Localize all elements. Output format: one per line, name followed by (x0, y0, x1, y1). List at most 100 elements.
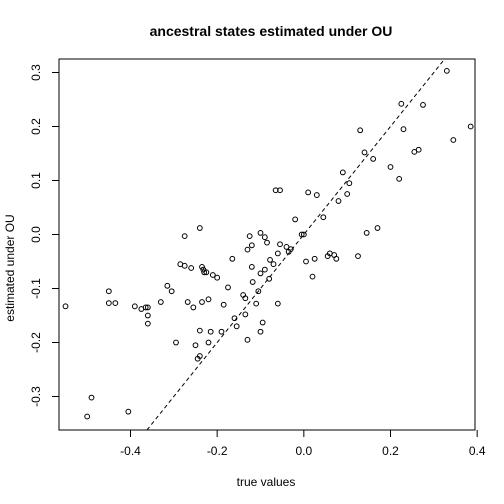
data-point (231, 315, 238, 322)
data-point (357, 127, 364, 134)
data-point (201, 269, 208, 276)
data-point (335, 198, 342, 204)
data-point (244, 336, 251, 343)
x-tick-label: -0.2 (207, 444, 228, 458)
data-point (220, 301, 227, 308)
data-point (355, 253, 361, 260)
data-point (264, 239, 270, 246)
data-point (398, 100, 405, 107)
data-point (214, 274, 221, 281)
points-layer (62, 67, 474, 420)
data-point (233, 323, 240, 330)
data-point (242, 295, 249, 302)
data-point (370, 156, 377, 162)
data-point (257, 270, 264, 277)
data-point (105, 288, 112, 295)
data-point (164, 282, 171, 289)
data-point (184, 299, 191, 305)
data-point (168, 288, 175, 295)
data-point (292, 216, 299, 223)
y-tick-label: 0.2 (29, 118, 43, 135)
y-tick-label: 0.1 (29, 172, 43, 189)
data-point (188, 265, 195, 271)
data-point (205, 296, 212, 303)
data-point (374, 225, 381, 231)
data-point (339, 169, 346, 176)
data-point (181, 233, 188, 240)
data-point (112, 300, 119, 306)
data-point (131, 303, 138, 310)
data-point (361, 149, 368, 156)
data-point (190, 304, 197, 311)
data-point (300, 231, 307, 238)
data-point (244, 246, 251, 253)
data-point (287, 246, 294, 252)
x-tick-label: -0.4 (120, 444, 141, 458)
data-point (199, 299, 205, 305)
data-point (218, 328, 225, 335)
data-point (249, 279, 256, 285)
data-point (105, 300, 112, 306)
data-point (261, 234, 268, 241)
data-point (303, 258, 309, 265)
data-point (125, 408, 132, 415)
data-point (259, 319, 266, 326)
reference-line-layer (146, 58, 446, 431)
data-point (242, 311, 249, 318)
data-point (84, 413, 91, 420)
data-point (253, 300, 260, 307)
data-point (311, 255, 318, 262)
data-point (203, 269, 210, 276)
data-point (363, 229, 370, 236)
data-point (415, 146, 422, 153)
data-point (396, 175, 403, 182)
plot-frame (58, 58, 476, 431)
data-point (209, 272, 216, 278)
data-point (229, 255, 236, 262)
data-point (270, 261, 277, 268)
data-point (274, 300, 281, 307)
data-point (144, 312, 151, 319)
y-tick-label: -0.2 (29, 332, 43, 353)
data-point (88, 394, 95, 401)
y-axis-label: estimated under OU (3, 214, 17, 321)
x-axis-label: true values (237, 475, 296, 489)
data-point (266, 275, 273, 282)
data-point (205, 339, 212, 346)
data-point (225, 284, 231, 291)
data-point (274, 250, 281, 257)
data-point (192, 342, 199, 349)
data-point (387, 164, 394, 170)
data-point (400, 126, 407, 133)
data-point (207, 328, 214, 335)
x-tick-label: 0.2 (382, 444, 399, 458)
data-point (261, 266, 268, 273)
data-point (257, 229, 264, 236)
data-point (267, 256, 273, 263)
y-tick-label: 0.0 (29, 226, 43, 243)
data-point (246, 233, 253, 240)
data-point (248, 264, 255, 270)
data-point (181, 262, 188, 269)
data-point (196, 225, 203, 231)
data-point (257, 328, 264, 335)
data-point (196, 327, 203, 334)
y-tick-label: -0.1 (29, 278, 43, 299)
data-point (305, 189, 312, 196)
data-point (199, 264, 205, 270)
y-tick-label: -0.3 (29, 386, 43, 407)
data-point (320, 214, 327, 221)
data-point (450, 137, 457, 143)
axes: -0.4 -0.2 0.0 0.2 0.4 -0.3 -0.2 -0.1 0.0 0.1 0.2 0.… (29, 58, 486, 458)
data-point (313, 192, 320, 198)
data-point (196, 353, 203, 359)
data-point (255, 288, 262, 295)
reference-line (146, 58, 446, 431)
data-point (142, 304, 149, 311)
data-point (467, 123, 474, 130)
data-point (443, 67, 450, 74)
y-tick-label: 0.3 (29, 64, 43, 81)
data-point (157, 299, 164, 305)
x-tick-label: 0.0 (295, 444, 312, 458)
